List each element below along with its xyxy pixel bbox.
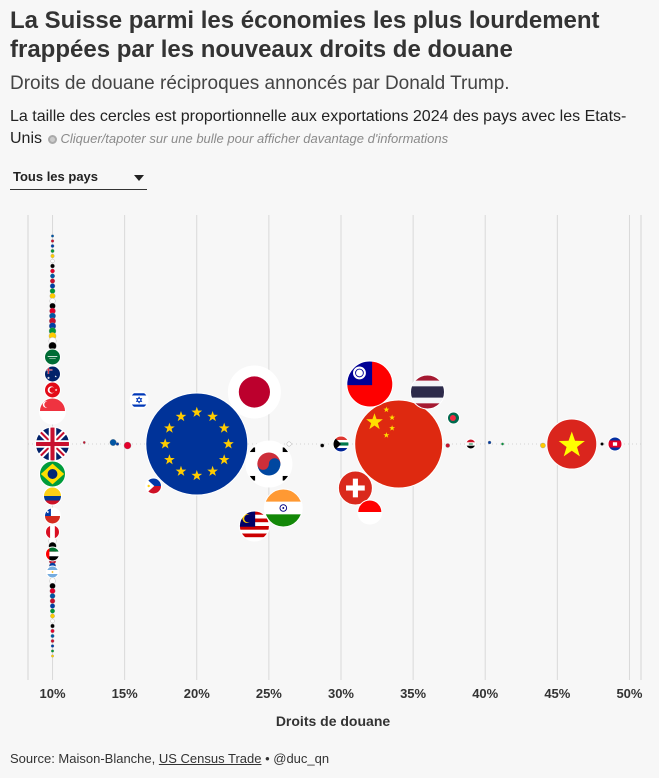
small-country-bubble[interactable] xyxy=(49,598,56,604)
source-suffix: • @duc_qn xyxy=(261,751,330,766)
bubble-thailand[interactable] xyxy=(410,374,445,410)
small-country-bubble[interactable] xyxy=(50,639,55,643)
bubble-saudi[interactable] xyxy=(44,348,61,366)
bubble-indonesia[interactable] xyxy=(357,499,383,525)
small-country-bubble[interactable] xyxy=(50,613,55,619)
small-country-bubble[interactable] xyxy=(50,239,55,243)
small-country-bubble[interactable] xyxy=(49,583,56,589)
small-country-bubble[interactable] xyxy=(49,283,56,289)
small-country-bubble[interactable] xyxy=(50,268,55,274)
small-country-bubble[interactable] xyxy=(49,293,56,299)
country-filter-value: Tous les pays xyxy=(13,169,99,184)
small-country-bubble[interactable] xyxy=(49,278,56,284)
small-country-bubble[interactable] xyxy=(50,234,55,238)
small-country-bubble[interactable] xyxy=(51,654,54,658)
x-axis-ticks: 10% 15% 20% 25% 30% 35% 40% 45% 50% xyxy=(40,686,643,701)
bubble-philippines[interactable] xyxy=(145,477,162,495)
source-line: Source: Maison-Blanche, US Census Trade … xyxy=(10,751,329,766)
x-tick-label: 30% xyxy=(328,686,354,701)
small-country-bubble[interactable] xyxy=(123,441,132,450)
bubble-australia[interactable] xyxy=(44,365,61,383)
small-country-bubble[interactable] xyxy=(50,634,55,638)
x-tick-label: 40% xyxy=(472,686,498,701)
description-text: La taille des cercles est proportionnell… xyxy=(10,108,627,147)
small-country-bubble[interactable] xyxy=(49,603,56,609)
bubble-colombia[interactable] xyxy=(43,486,62,506)
bubble-israel[interactable] xyxy=(129,390,149,410)
x-axis-label: Droits de douane xyxy=(276,713,391,729)
small-country-bubble[interactable] xyxy=(50,618,55,624)
click-hint: Cliquer/tapoter sur une bulle pour affic… xyxy=(60,131,449,146)
small-country-bubble[interactable] xyxy=(50,273,55,279)
bubble-hint-icon xyxy=(48,135,58,144)
bubble-brazil[interactable] xyxy=(39,460,66,488)
bubble-bangladesh[interactable] xyxy=(447,411,460,425)
small-country-bubble[interactable] xyxy=(109,439,117,446)
bubble-korea[interactable] xyxy=(245,440,293,488)
small-country-bubble[interactable] xyxy=(286,441,292,447)
chart-title: La Suisse parmi les économies les plus l… xyxy=(10,7,600,63)
country-filter-dropdown[interactable]: Tous les pays xyxy=(10,167,147,190)
bubble-chile[interactable] xyxy=(44,507,61,525)
bubble-layer xyxy=(35,348,623,579)
small-country-bubble[interactable] xyxy=(49,593,56,599)
bubble-japan[interactable] xyxy=(227,365,281,419)
census-trade-link[interactable]: US Census Trade xyxy=(158,751,262,766)
small-country-bubble[interactable] xyxy=(50,629,55,633)
small-country-bubble[interactable] xyxy=(50,258,55,264)
chart-subtitle: Droits de douane réciproques annoncés pa… xyxy=(10,73,510,94)
x-tick-label: 15% xyxy=(112,686,138,701)
x-tick-label: 10% xyxy=(40,686,66,701)
x-tick-label: 20% xyxy=(184,686,210,701)
x-tick-label: 45% xyxy=(544,686,570,701)
small-country-bubble[interactable] xyxy=(50,608,55,614)
chevron-down-icon xyxy=(134,175,144,181)
bubble-southafrica[interactable] xyxy=(332,435,350,453)
small-country-bubble[interactable] xyxy=(82,441,86,444)
bubble-switzerland[interactable] xyxy=(337,470,373,506)
x-tick-label: 25% xyxy=(256,686,282,701)
chart-description: La taille des cercles est proportionnell… xyxy=(10,106,655,150)
bubble-india[interactable] xyxy=(263,488,303,528)
bubble-vietnam[interactable] xyxy=(546,418,598,470)
bubble-peru[interactable] xyxy=(45,524,60,540)
small-country-bubble[interactable] xyxy=(50,263,55,269)
small-country-bubble[interactable] xyxy=(50,254,55,258)
x-tick-label: 35% xyxy=(400,686,426,701)
bubble-iraq[interactable] xyxy=(465,438,477,450)
bubble-singapore[interactable] xyxy=(39,397,66,425)
bubble-chart: 10% 15% 20% 25% 30% 35% 40% 45% 50% Droits de do… xyxy=(27,215,643,729)
bubble-eu[interactable] xyxy=(145,392,249,496)
small-country-bubble[interactable] xyxy=(600,442,604,446)
bubble-malaysia[interactable] xyxy=(238,510,270,542)
small-country-bubble[interactable] xyxy=(487,440,492,445)
small-country-swarm xyxy=(48,234,604,658)
bubble-taiwan[interactable] xyxy=(346,360,394,408)
source-prefix: Source: Maison-Blanche, xyxy=(10,751,159,766)
small-country-bubble[interactable] xyxy=(50,649,55,653)
bubble-china[interactable] xyxy=(354,399,444,489)
small-country-bubble[interactable] xyxy=(50,244,55,248)
x-tick-label: 50% xyxy=(616,686,642,701)
small-country-bubble[interactable] xyxy=(540,442,546,449)
bubble-uk[interactable] xyxy=(35,426,70,462)
bubble-cambodia[interactable] xyxy=(607,436,623,452)
small-country-bubble[interactable] xyxy=(320,443,325,448)
bubble-turkey[interactable] xyxy=(44,381,61,399)
small-country-bubble[interactable] xyxy=(49,288,56,294)
small-country-bubble[interactable] xyxy=(49,588,56,594)
small-country-bubble[interactable] xyxy=(50,249,55,253)
small-country-bubble[interactable] xyxy=(50,644,55,648)
bubble-argentina[interactable] xyxy=(46,565,59,579)
small-country-bubble[interactable] xyxy=(50,623,55,629)
bubble-uae[interactable] xyxy=(45,546,60,562)
small-country-bubble[interactable] xyxy=(445,443,450,448)
small-country-bubble[interactable] xyxy=(501,442,504,446)
